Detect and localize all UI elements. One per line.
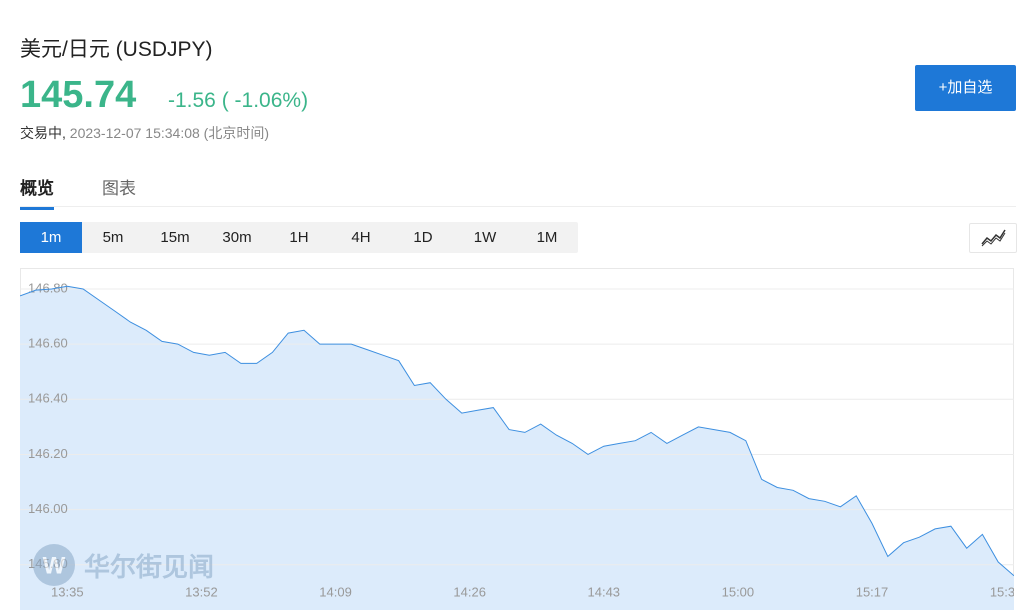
line (20, 285, 1014, 577)
price-change: -1.56 ( -1.06%) (168, 89, 309, 112)
watermark-text: 华尔街见闻 (84, 552, 215, 583)
watermark: W 华尔街见闻 (32, 543, 214, 587)
tab[interactable]: 图表 (102, 179, 136, 198)
y-tick-label: 146.80 (28, 280, 68, 295)
chart: 145.80146.00146.20146.40146.60146.8013:3… (20, 268, 1014, 610)
x-tick-label: 15:34 (990, 584, 1014, 599)
status: 交易中, (20, 125, 66, 141)
y-tick-label: 146.40 (28, 391, 68, 406)
tabs: 概览 图表 (20, 172, 1016, 210)
watch-button[interactable]: +加自选 (915, 65, 1016, 111)
period-button[interactable]: 15m (160, 229, 190, 246)
y-tick-label: 146.60 (28, 336, 68, 351)
period-button[interactable]: 5m (102, 229, 124, 246)
x-tick-label: 13:35 (51, 584, 84, 599)
x-tick-label: 14:26 (453, 584, 486, 599)
period-button[interactable]: 30m (222, 229, 252, 246)
period-button[interactable]: 1W (473, 229, 497, 246)
period-button[interactable]: 1M (536, 229, 558, 246)
timestamp-row: 交易中, 2023-12-07 15:34:08 (北京时间) (20, 123, 269, 143)
period-button[interactable]: 1D (413, 229, 433, 246)
x-tick-label: 15:00 (722, 584, 755, 599)
x-tick-label: 13:52 (185, 584, 218, 599)
price: 145.74 (20, 74, 137, 116)
x-tick-label: 15:17 (856, 584, 889, 599)
period-button[interactable]: 1m (20, 222, 82, 253)
watermark-logo: W (33, 544, 75, 586)
title: 美元/日元 (USDJPY) (20, 38, 213, 61)
x-tick-label: 14:43 (588, 584, 621, 599)
period-selector: 1m 5m 15m 30m 1H 4H 1D 1W 1M (20, 222, 578, 253)
area (20, 286, 1014, 610)
x-tick-label: 14:09 (319, 584, 352, 599)
chart-type-button[interactable] (969, 223, 1017, 253)
y-tick-label: 146.20 (28, 446, 68, 461)
period-button[interactable]: 4H (351, 229, 371, 246)
tab[interactable]: 概览 (20, 174, 54, 210)
period-button[interactable]: 1H (289, 229, 309, 246)
y-tick-label: 146.00 (28, 501, 68, 516)
svg-text:W: W (43, 552, 66, 579)
timestamp: 2023-12-07 15:34:08 (北京时间) (69, 125, 269, 141)
